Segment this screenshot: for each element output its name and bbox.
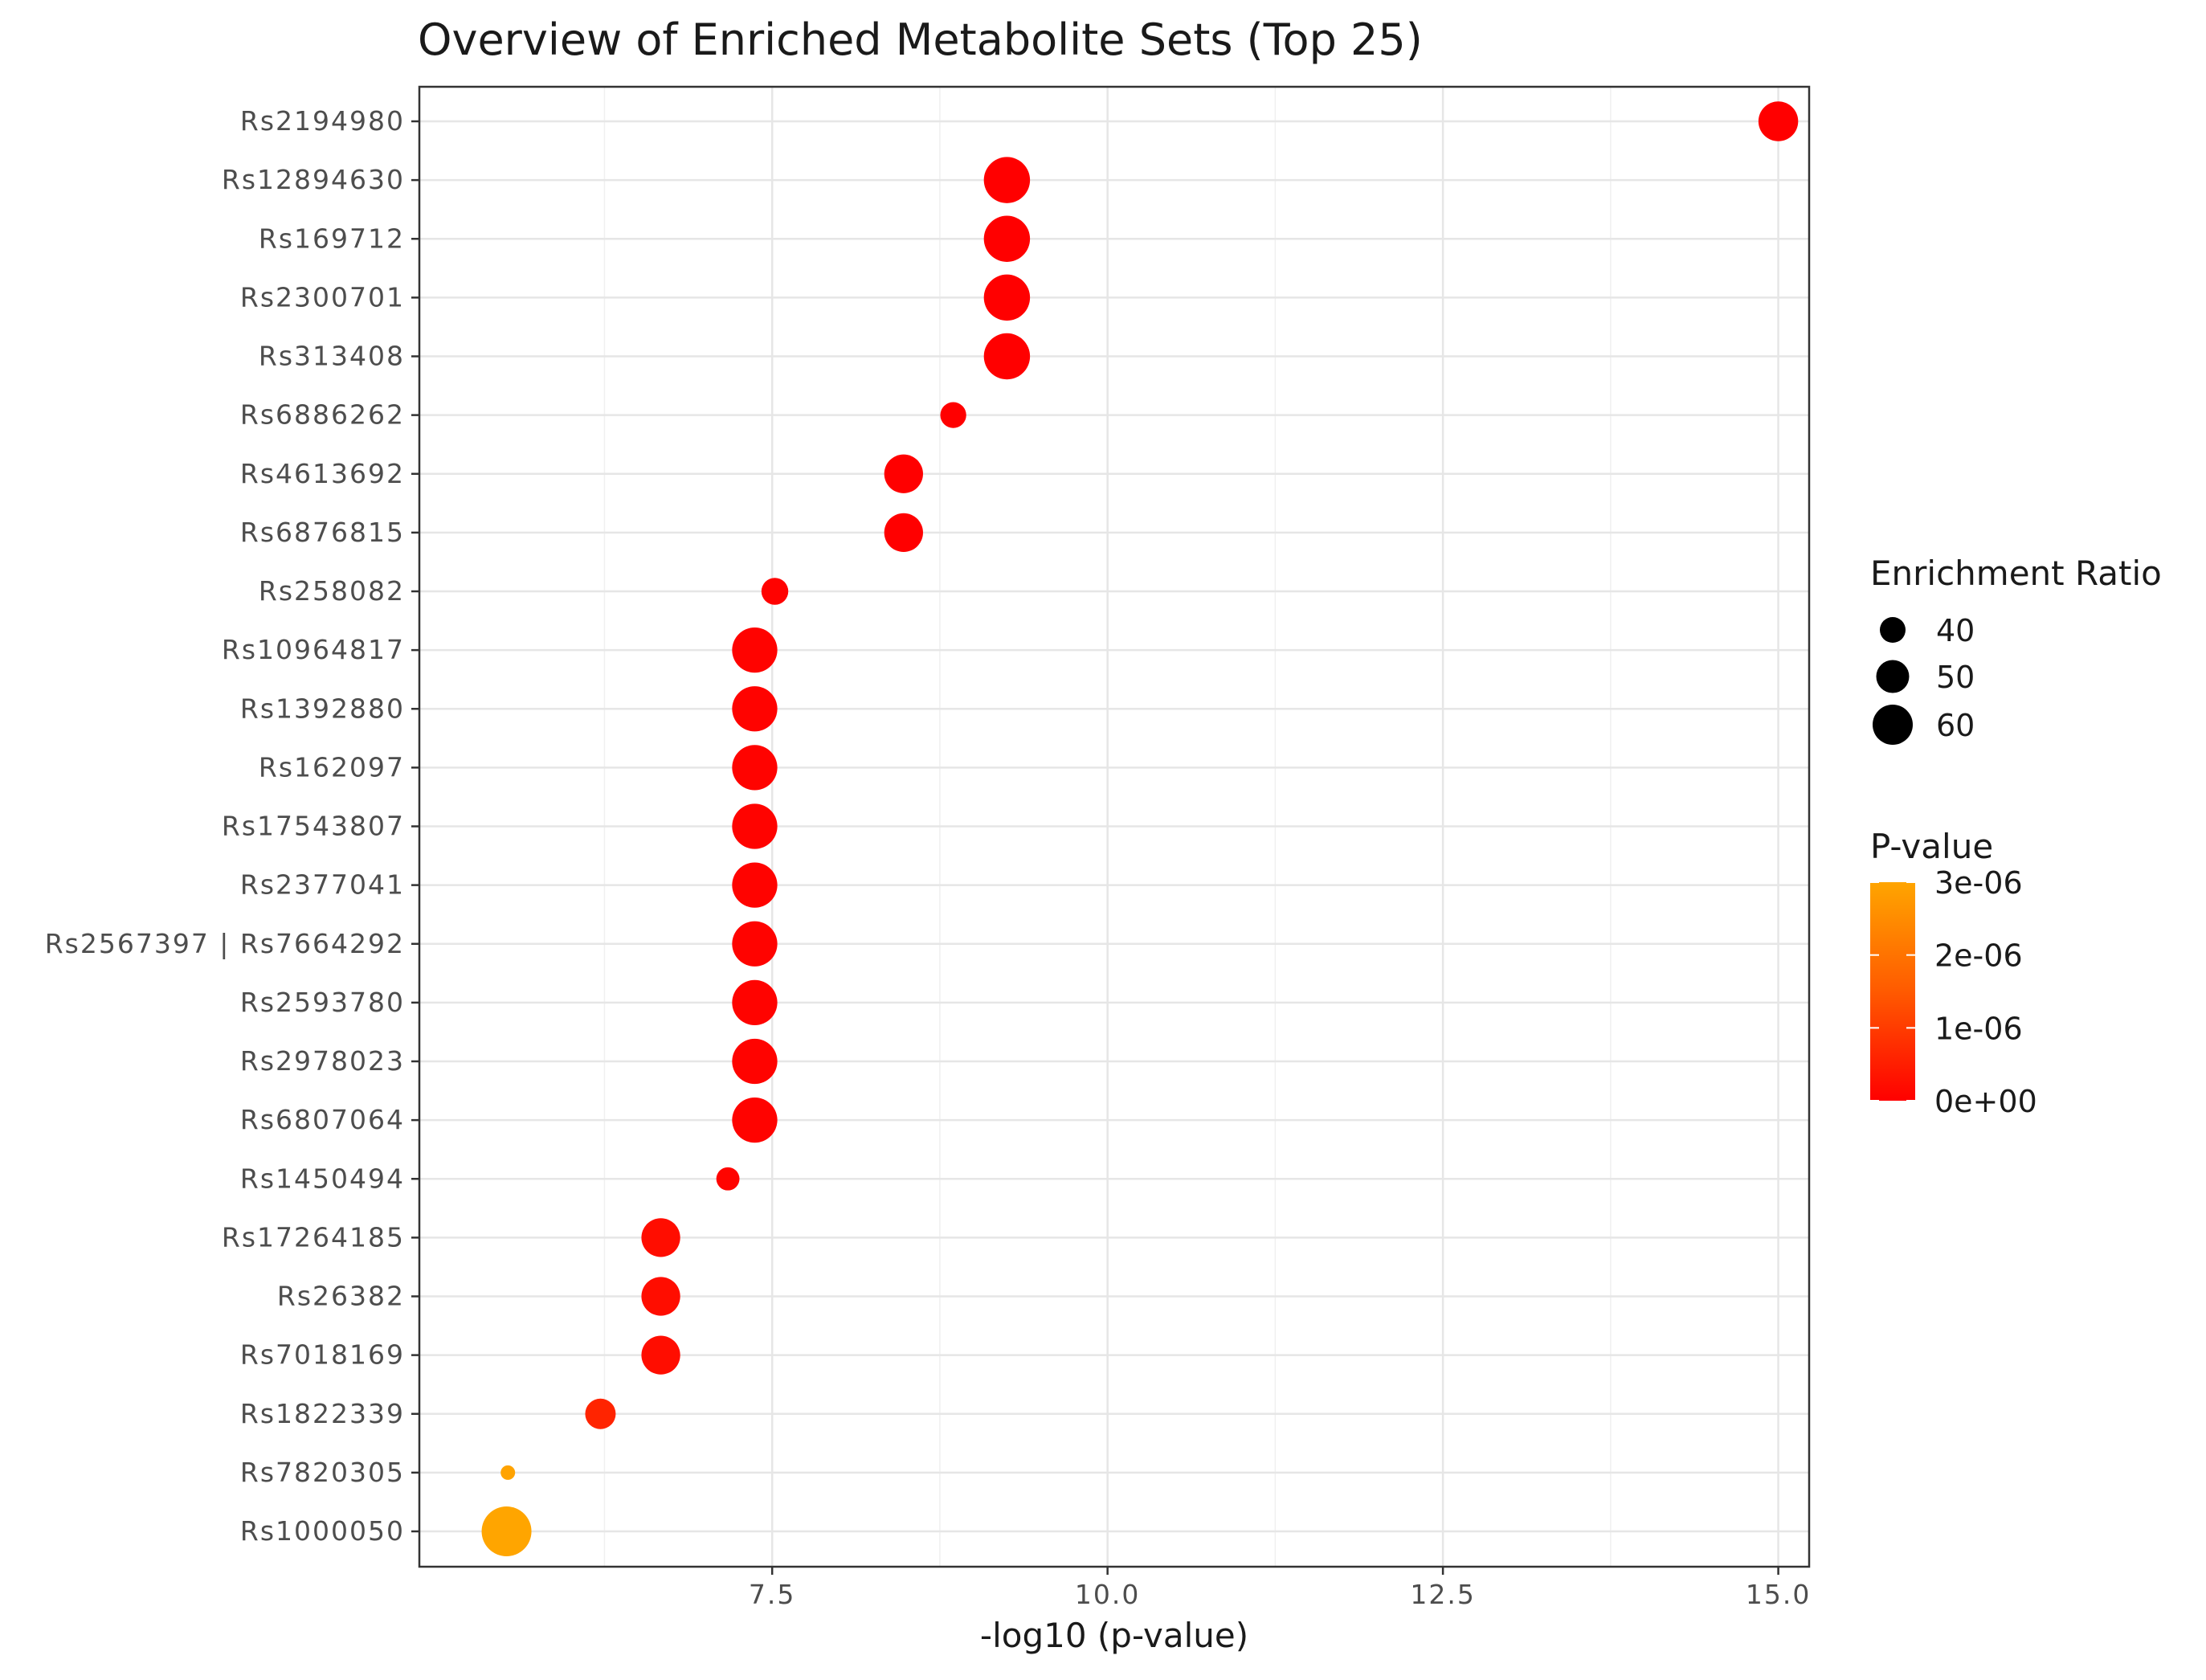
data-point <box>940 402 966 428</box>
color-legend-title: P-value <box>1870 827 1993 866</box>
color-legend-label: 2e-06 <box>1934 938 2023 974</box>
data-point <box>732 1038 778 1085</box>
y-tick-label: Rs2978023 <box>240 1045 405 1077</box>
data-point <box>884 454 923 493</box>
data-point <box>481 1506 532 1556</box>
data-point <box>732 803 778 849</box>
y-tick-label: Rs169712 <box>259 223 405 254</box>
y-tick-label: Rs17264185 <box>222 1221 405 1253</box>
grid-y <box>419 120 1809 1533</box>
data-point <box>983 215 1031 262</box>
data-point <box>761 578 789 605</box>
data-point <box>716 1167 740 1191</box>
data-point <box>983 274 1031 321</box>
y-tick-label: Rs12894630 <box>222 164 405 195</box>
y-tick-label: Rs2593780 <box>240 987 405 1018</box>
color-legend-bar <box>1870 882 1915 1101</box>
y-tick-label: Rs4613692 <box>240 458 405 489</box>
data-point <box>983 157 1031 203</box>
y-tick-label: Rs1822339 <box>240 1398 405 1429</box>
color-legend: P-value 3e-06 2e-06 1e-06 0e+00 <box>1870 827 2037 1119</box>
data-point <box>641 1277 680 1316</box>
data-point <box>732 921 778 967</box>
data-point <box>732 627 778 673</box>
data-point <box>732 686 778 732</box>
size-legend-items: 40 50 60 <box>1873 613 1975 745</box>
y-tick-label: Rs6876815 <box>240 517 405 548</box>
y-tick-label: Rs17543807 <box>222 811 405 842</box>
size-legend-key <box>1873 705 1913 745</box>
y-tick-label: Rs6886262 <box>240 399 405 431</box>
data-point <box>732 745 778 791</box>
data-points <box>481 101 1799 1556</box>
size-legend-label: 50 <box>1936 660 1975 695</box>
x-tick-label: 7.5 <box>749 1579 795 1610</box>
color-legend-label: 1e-06 <box>1934 1011 2023 1046</box>
y-tick-label: Rs162097 <box>259 751 405 783</box>
color-legend-label: 0e+00 <box>1934 1084 2037 1119</box>
data-point <box>1758 101 1799 141</box>
data-point <box>884 513 923 553</box>
y-tick-label: Rs1450494 <box>240 1163 405 1194</box>
x-tick-label: 15.0 <box>1746 1579 1811 1610</box>
y-axis: Rs2194980 Rs12894630 Rs169712 Rs2300701 Rs31… <box>45 105 419 1547</box>
size-legend-label: 60 <box>1936 708 1975 743</box>
y-tick-label: Rs7018169 <box>240 1339 405 1371</box>
data-point <box>585 1398 616 1429</box>
data-point <box>732 862 778 908</box>
y-tick-label: Rs1392880 <box>240 693 405 724</box>
size-legend-key <box>1876 660 1910 693</box>
y-tick-label: Rs2567397 | Rs7664292 <box>45 928 405 959</box>
data-point <box>641 1218 680 1257</box>
x-axis-title: -log10 (p-value) <box>980 1616 1248 1655</box>
y-tick-label: Rs2300701 <box>240 281 405 313</box>
y-tick-label: Rs258082 <box>259 575 405 607</box>
y-tick-label: Rs1000050 <box>240 1515 405 1547</box>
y-tick-label: Rs10964817 <box>222 634 405 665</box>
data-point <box>641 1335 680 1375</box>
size-legend-label: 40 <box>1936 613 1975 648</box>
x-axis: 7.5 10.0 12.5 15.0 <box>749 1567 1811 1610</box>
y-tick-label: Rs6807064 <box>240 1104 405 1135</box>
data-point <box>500 1465 516 1480</box>
color-legend-label: 3e-06 <box>1934 865 2023 901</box>
size-legend: Enrichment Ratio 40 50 60 <box>1870 554 2162 745</box>
x-tick-label: 10.0 <box>1075 1579 1140 1610</box>
y-tick-label: Rs313408 <box>259 341 405 372</box>
y-tick-label: Rs2194980 <box>240 105 405 137</box>
data-point <box>983 333 1031 380</box>
data-point <box>732 979 778 1026</box>
data-point <box>732 1097 778 1143</box>
x-tick-label: 12.5 <box>1410 1579 1475 1610</box>
y-tick-label: Rs2377041 <box>240 869 405 901</box>
size-legend-title: Enrichment Ratio <box>1870 554 2162 593</box>
y-tick-label: Rs7820305 <box>240 1457 405 1488</box>
chart-title: Overview of Enriched Metabolite Sets (To… <box>418 14 1423 65</box>
color-legend-ticks: 3e-06 2e-06 1e-06 0e+00 <box>1870 865 2037 1119</box>
size-legend-key <box>1880 617 1906 643</box>
y-tick-label: Rs26382 <box>277 1281 405 1312</box>
